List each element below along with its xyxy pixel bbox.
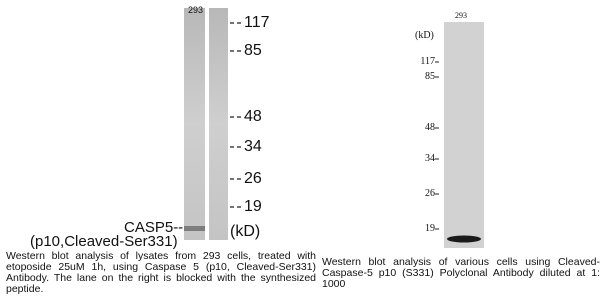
marker-label: 26 bbox=[244, 171, 262, 187]
marker-ticks bbox=[435, 62, 439, 229]
marker-label: 19 bbox=[244, 199, 262, 215]
marker-label: 48 bbox=[244, 109, 262, 125]
marker-label: 26 bbox=[425, 189, 435, 199]
marker-label: 34 bbox=[244, 139, 262, 155]
marker-label: 48 bbox=[425, 123, 435, 133]
marker-label: 34 bbox=[425, 154, 435, 164]
band bbox=[447, 236, 481, 243]
marker-label: 117 bbox=[420, 57, 435, 67]
lane bbox=[444, 22, 484, 248]
marker-dashes bbox=[230, 23, 241, 207]
band bbox=[184, 226, 205, 231]
marker-label: 117 bbox=[244, 15, 270, 31]
marker-label: 85 bbox=[425, 72, 435, 82]
band-label: (p10,Cleaved-Ser331) bbox=[30, 234, 178, 249]
lane bbox=[209, 8, 228, 240]
lane bbox=[184, 8, 205, 240]
caption: Western blot analysis of lysates from 29… bbox=[6, 251, 316, 295]
lane-label: 293 bbox=[188, 6, 203, 15]
unit-label: (kD) bbox=[415, 31, 434, 41]
caption: Western blot analysis of various cells u… bbox=[322, 257, 600, 290]
page: 293 117 85 48 34 26 19 (kD) CASP5-- (p10… bbox=[0, 0, 603, 297]
marker-label: 85 bbox=[244, 43, 262, 59]
unit-label: (kD) bbox=[230, 224, 260, 240]
marker-label: 19 bbox=[425, 224, 435, 234]
lane-label: 293 bbox=[455, 12, 467, 20]
